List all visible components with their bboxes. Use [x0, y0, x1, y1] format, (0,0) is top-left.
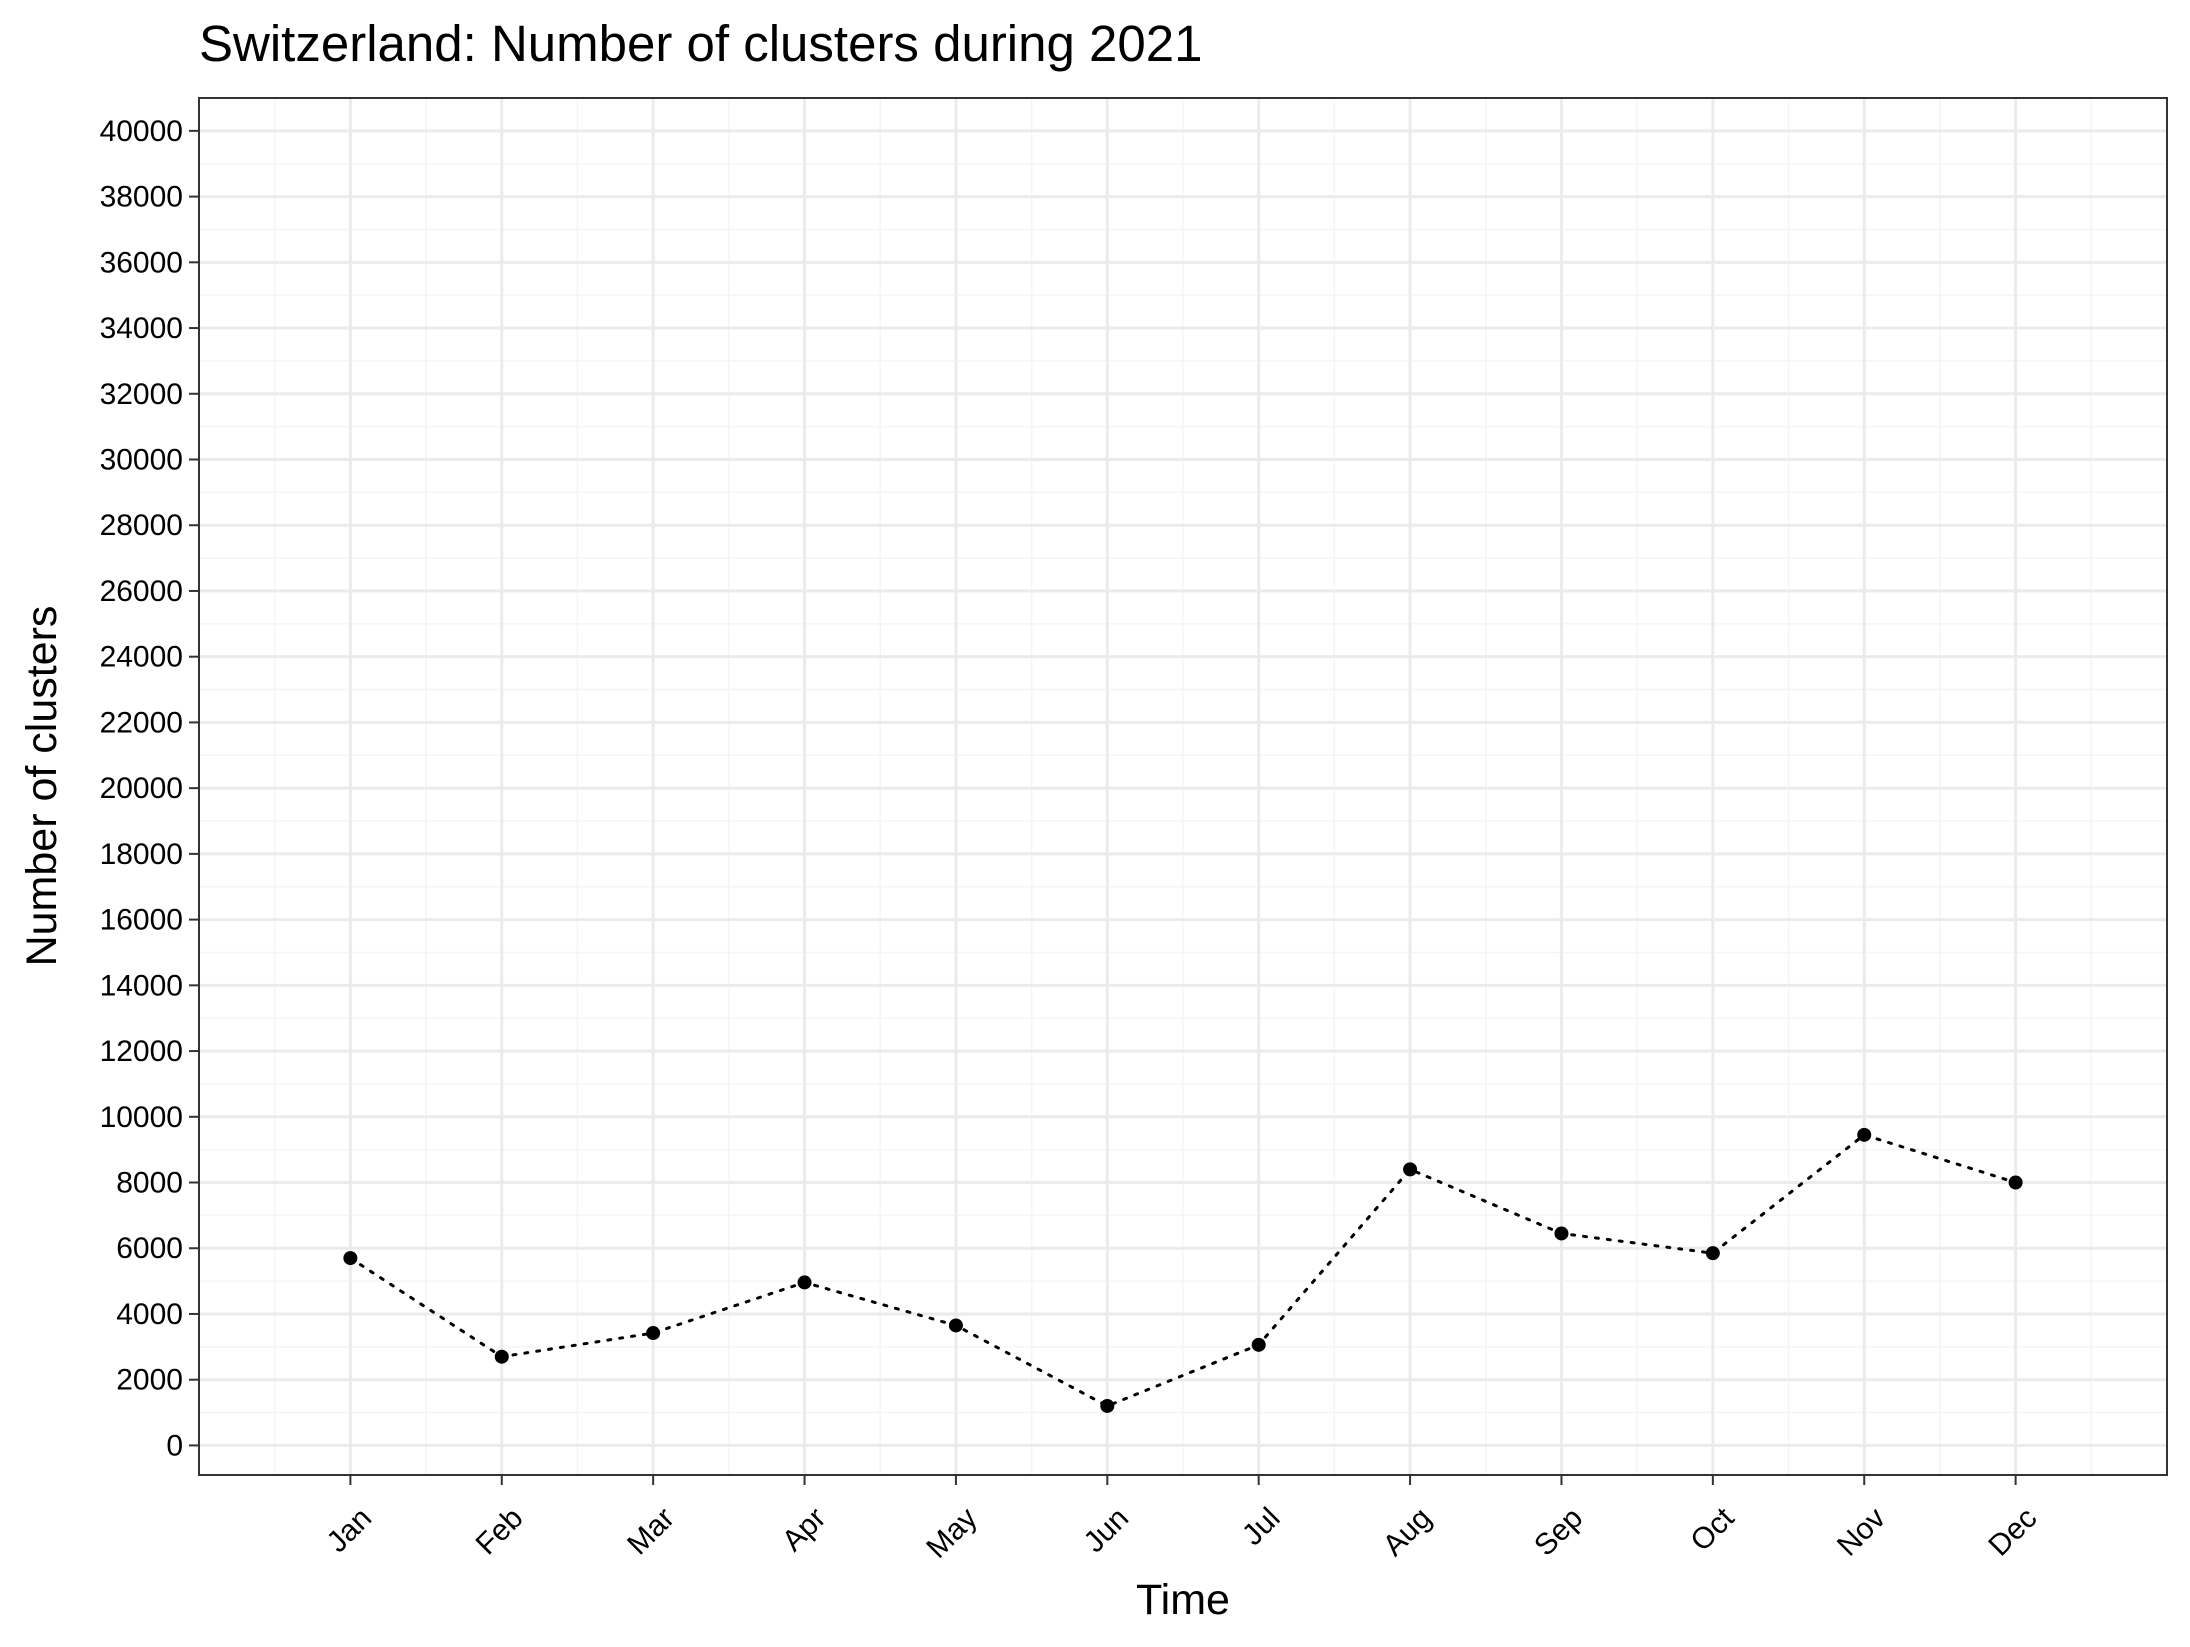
y-tick-label: 20000	[100, 772, 183, 805]
x-axis: Jan Feb Mar Apr May Jun Jul Aug Sep Oct Nov Dec	[321, 1475, 2043, 1565]
y-tick-label: 12000	[100, 1035, 183, 1068]
y-tick-label: 28000	[100, 509, 183, 542]
x-tick-label: Sep	[1528, 1501, 1589, 1562]
data-point	[797, 1275, 812, 1290]
major-gridlines	[199, 98, 2167, 1475]
x-axis-title: Time	[1136, 1576, 1230, 1624]
y-tick-label: 4000	[116, 1298, 183, 1331]
chart-title: Switzerland: Number of clusters during 2…	[199, 15, 1203, 72]
y-tick-label: 36000	[100, 246, 183, 279]
minor-gridlines	[199, 98, 2167, 1475]
x-tick-label: Jan	[321, 1501, 379, 1559]
y-tick-label: 14000	[100, 969, 183, 1002]
y-tick-label: 16000	[100, 904, 183, 937]
data-point	[1100, 1398, 1115, 1413]
y-axis-title: Number of clusters	[18, 606, 66, 967]
y-tick-label: 18000	[100, 838, 183, 871]
y-axis: 0 2000 4000 6000 8000 10000 12000 14000 16000 180…	[100, 115, 199, 1462]
data-point	[646, 1326, 661, 1341]
data-point	[1554, 1226, 1569, 1241]
x-tick-label: Dec	[1982, 1501, 2043, 1562]
x-tick-label: Jul	[1236, 1501, 1286, 1551]
x-tick-label: Feb	[470, 1501, 530, 1561]
y-tick-label: 26000	[100, 575, 183, 608]
series-line	[348, 1133, 2018, 1408]
y-tick-label: 6000	[116, 1232, 183, 1265]
data-point	[494, 1349, 509, 1364]
x-tick-label: May	[920, 1501, 983, 1564]
y-tick-label: 22000	[100, 706, 183, 739]
data-point	[1251, 1337, 1266, 1352]
series-layer	[343, 1127, 2023, 1413]
x-tick-label: Apr	[776, 1501, 832, 1557]
x-tick-label: Jun	[1078, 1501, 1136, 1559]
data-point	[2008, 1175, 2023, 1190]
y-tick-label: 24000	[100, 641, 183, 674]
y-tick-label: 38000	[100, 181, 183, 214]
data-point	[1403, 1162, 1418, 1177]
data-point	[1857, 1127, 1872, 1142]
y-tick-label: 10000	[100, 1101, 183, 1134]
y-tick-label: 8000	[116, 1167, 183, 1200]
y-tick-label: 30000	[100, 444, 183, 477]
x-tick-label: Mar	[621, 1501, 681, 1561]
x-tick-label: Oct	[1684, 1501, 1741, 1558]
x-tick-label: Aug	[1377, 1501, 1438, 1562]
y-tick-label: 2000	[116, 1364, 183, 1397]
y-tick-label: 34000	[100, 312, 183, 345]
y-tick-label: 40000	[100, 115, 183, 148]
data-point	[1705, 1246, 1720, 1261]
y-tick-label: 0	[166, 1429, 183, 1462]
panel-border	[198, 97, 2168, 1476]
data-point	[948, 1318, 963, 1333]
x-tick-label: Nov	[1831, 1501, 1892, 1562]
data-point	[343, 1251, 358, 1266]
y-tick-label: 32000	[100, 378, 183, 411]
